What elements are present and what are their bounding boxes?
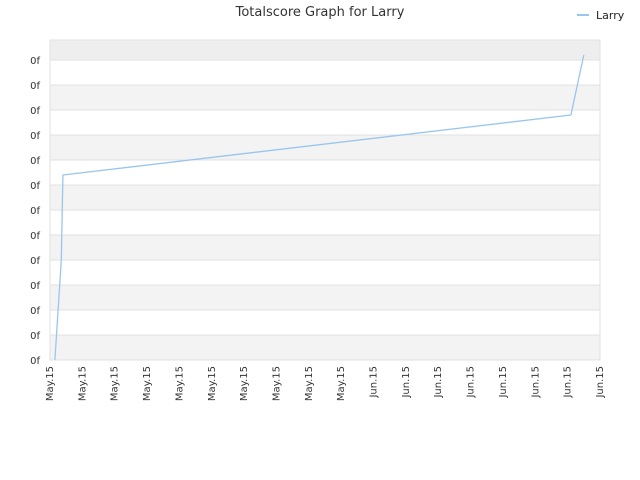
plot-band bbox=[50, 160, 600, 185]
gridlines bbox=[50, 59, 600, 361]
series-line-larry bbox=[54, 54, 585, 361]
series-layer bbox=[54, 54, 585, 361]
x-tick-label: May.15 bbox=[336, 366, 347, 401]
x-axis-ticks: May.15 May.15 May.15 May.15 May.15 May.15 May.… bbox=[45, 366, 606, 401]
plot-band bbox=[50, 335, 600, 360]
x-tick-label: May.15 bbox=[271, 366, 282, 401]
x-tick-label: Jun.15 bbox=[433, 366, 444, 399]
x-tick-label: May.15 bbox=[207, 366, 218, 401]
plot-band bbox=[50, 235, 600, 260]
plot-band bbox=[50, 60, 600, 85]
plot-bands bbox=[50, 40, 600, 360]
y-tick-label: 0f bbox=[30, 231, 40, 242]
x-tick-label: May.15 bbox=[45, 366, 56, 401]
y-tick-label: 0f bbox=[30, 281, 40, 292]
legend: Larry bbox=[577, 8, 625, 22]
plot-band bbox=[50, 210, 600, 235]
x-tick-label: May.15 bbox=[304, 366, 315, 401]
plot-band bbox=[50, 260, 600, 285]
y-tick-label: 0f bbox=[30, 56, 40, 67]
y-tick-label: 0f bbox=[30, 106, 40, 117]
chart-title: Totalscore Graph for Larry bbox=[235, 5, 405, 20]
x-tick-label: May.15 bbox=[142, 366, 153, 401]
legend-label-larry: Larry bbox=[596, 8, 625, 22]
plot-band bbox=[50, 135, 600, 160]
y-tick-label: 0f bbox=[30, 156, 40, 167]
plot-band bbox=[50, 185, 600, 210]
x-tick-label: May.15 bbox=[77, 366, 88, 401]
plot-band bbox=[50, 310, 600, 335]
x-tick-label: Jun.15 bbox=[530, 366, 541, 399]
plot-border bbox=[49, 39, 601, 361]
plot-band bbox=[50, 85, 600, 110]
x-tick-label: Jun.15 bbox=[563, 366, 574, 399]
y-tick-label: 0f bbox=[30, 331, 40, 342]
plot-band bbox=[50, 40, 600, 60]
x-tick-label: Jun.15 bbox=[595, 366, 606, 399]
y-axis-ticks: 0f 0f 0f 0f 0f 0f 0f 0f 0f 0f 0f 0f 0f bbox=[30, 56, 40, 367]
x-tick-label: Jun.15 bbox=[369, 366, 380, 399]
x-tick-label: May.15 bbox=[239, 366, 250, 401]
x-tick-label: May.15 bbox=[110, 366, 121, 401]
y-tick-label: 0f bbox=[30, 356, 40, 367]
y-tick-label: 0f bbox=[30, 81, 40, 92]
legend-swatch-larry bbox=[577, 14, 589, 16]
x-tick-label: Jun.15 bbox=[498, 366, 509, 399]
x-tick-label: Jun.15 bbox=[401, 366, 412, 399]
y-tick-label: 0f bbox=[30, 256, 40, 267]
plot-band bbox=[50, 285, 600, 310]
x-tick-label: May.15 bbox=[174, 366, 185, 401]
y-tick-label: 0f bbox=[30, 181, 40, 192]
plot-band bbox=[50, 110, 600, 135]
y-tick-label: 0f bbox=[30, 206, 40, 217]
x-tick-label: Jun.15 bbox=[466, 366, 477, 399]
y-tick-label: 0f bbox=[30, 131, 40, 142]
y-tick-label: 0f bbox=[30, 306, 40, 317]
